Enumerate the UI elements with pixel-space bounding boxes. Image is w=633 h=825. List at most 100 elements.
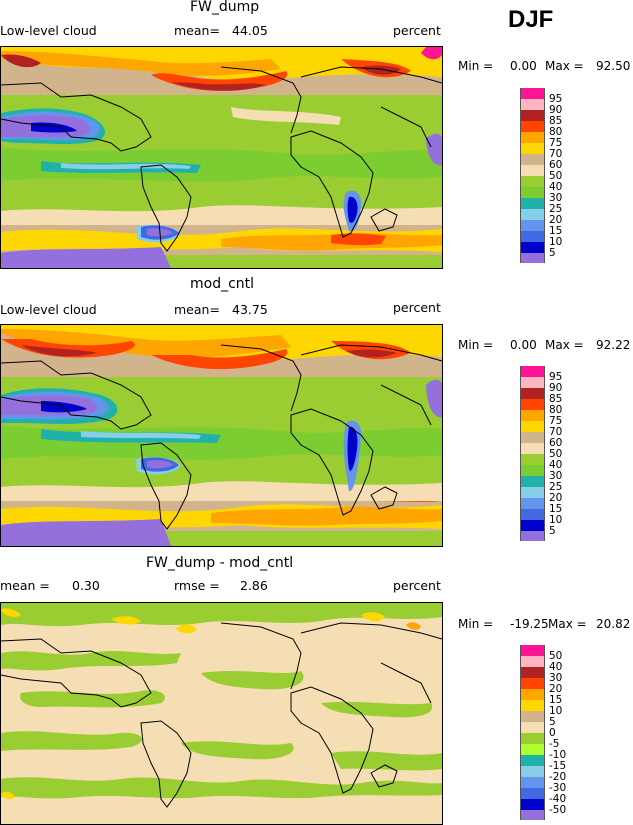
panel-1-swatch-0 xyxy=(520,253,545,263)
panel-2-legend-label: 80 xyxy=(549,404,563,416)
panel-1-swatch-90 xyxy=(520,99,545,110)
panel-2-max-label: Max = xyxy=(545,338,584,352)
panel-1-title: FW_dump xyxy=(190,0,260,15)
panel-1-legend-label: 70 xyxy=(549,148,563,160)
panel-2-swatch-75 xyxy=(520,410,545,421)
panel-2-swatch-60 xyxy=(520,432,545,443)
panel-2-swatch-90 xyxy=(520,377,545,388)
panel-3-swatch xyxy=(520,711,545,722)
panel-3-swatch xyxy=(520,799,545,810)
panel-2-swatch-70 xyxy=(520,421,545,432)
panel-3-legend-label: -50 xyxy=(549,804,567,816)
panel-2-legend-label: 95 xyxy=(549,371,563,383)
panel-1-legend-label: 50 xyxy=(549,170,563,182)
panel-2-legend-label: 85 xyxy=(549,393,563,405)
panel-1-legend-label: 10 xyxy=(549,236,563,248)
panel-1-max-label: Max = xyxy=(545,59,584,73)
panel-3-units: percent xyxy=(393,578,441,593)
panel-3-title: FW_dump - mod_cntl xyxy=(146,555,294,571)
panel-2-swatch-25 xyxy=(520,476,545,487)
panel-1-swatch-20 xyxy=(520,209,545,220)
panel-3-legend-label: 15 xyxy=(549,694,563,706)
panel-3-swatch xyxy=(520,777,545,788)
panel-3-legend-label: 40 xyxy=(549,661,563,673)
panel-1-swatch-60 xyxy=(520,154,545,165)
panel-1-legend-label: 95 xyxy=(549,93,563,105)
panel-1-swatch-5 xyxy=(520,242,545,253)
panel-2-swatch-95 xyxy=(520,366,545,377)
panel-2-swatch-40 xyxy=(520,454,545,465)
panel-1-swatch-15 xyxy=(520,220,545,231)
panel-2-legend-label: 5 xyxy=(549,525,556,537)
panel-1-mean-value: 44.05 xyxy=(232,23,268,38)
panel-3-mean-value: 0.30 xyxy=(72,578,100,593)
panel-3-map xyxy=(0,602,443,825)
panel-3-mean-label: mean = xyxy=(0,578,50,593)
panel-1-legend-label: 85 xyxy=(549,115,563,127)
panel-3-rmse-label: rmse = xyxy=(174,578,220,593)
panel-2-swatch-10 xyxy=(520,509,545,520)
panel-2-legend-label: 70 xyxy=(549,426,563,438)
panel-2-legend-label: 75 xyxy=(549,415,563,427)
panel-1-legend-label: 20 xyxy=(549,214,563,226)
panel-3-legend-label: 20 xyxy=(549,683,563,695)
panel-3-max-value: 20.82 xyxy=(596,617,631,631)
panel-2-swatch-0 xyxy=(520,531,545,541)
panel-1-swatch-75 xyxy=(520,132,545,143)
panel-1-field-label: Low-level cloud xyxy=(0,23,97,38)
panel-3-swatch xyxy=(520,678,545,689)
panel-3-swatch xyxy=(520,810,545,820)
panel-2-legend-label: 10 xyxy=(549,514,563,526)
panel-3-legend-label: 0 xyxy=(549,727,556,739)
panel-3-swatch xyxy=(520,755,545,766)
panel-1-min-value: 0.00 xyxy=(510,59,537,73)
panel-1-legend-label: 90 xyxy=(549,104,563,116)
panel-3-legend-label: 10 xyxy=(549,705,563,717)
panel-2-units: percent xyxy=(393,300,441,315)
panel-2-mean-value: 43.75 xyxy=(232,302,268,317)
panel-1-legend-label: 40 xyxy=(549,181,563,193)
panel-3-swatch xyxy=(520,645,545,656)
panel-1-max-value: 92.50 xyxy=(596,59,631,73)
panel-2-swatch-15 xyxy=(520,498,545,509)
panel-1-swatch-80 xyxy=(520,121,545,132)
panel-3-legend-label: -30 xyxy=(549,782,567,794)
panel-2-swatch-20 xyxy=(520,487,545,498)
panel-3-legend-label: -10 xyxy=(549,749,567,761)
panel-1-map-svg xyxy=(1,47,442,268)
panel-2-map-svg xyxy=(1,325,442,546)
panel-1-swatch-10 xyxy=(520,231,545,242)
panel-3-swatch xyxy=(520,656,545,667)
panel-3-swatch xyxy=(520,733,545,744)
panel-3-swatch xyxy=(520,722,545,733)
panel-1-min-label: Min = xyxy=(458,59,494,73)
season-label: DJF xyxy=(508,6,554,33)
panel-2-swatch-50 xyxy=(520,443,545,454)
panel-3-swatch xyxy=(520,744,545,755)
panel-1-swatch-85 xyxy=(520,110,545,121)
panel-3-min-label: Min = xyxy=(458,617,494,631)
panel-2-legend-label: 15 xyxy=(549,503,563,515)
panel-2-min-label: Min = xyxy=(458,338,494,352)
panel-2-map xyxy=(0,324,443,547)
panel-1-legend-label: 60 xyxy=(549,159,563,171)
panel-1-legend-label: 75 xyxy=(549,137,563,149)
panel-1-map xyxy=(0,46,443,269)
panel-2-legend-label: 20 xyxy=(549,492,563,504)
panel-1-swatch-40 xyxy=(520,176,545,187)
panel-3-swatch xyxy=(520,766,545,777)
panel-2-swatch-5 xyxy=(520,520,545,531)
panel-1-legend-label: 15 xyxy=(549,225,563,237)
panel-3-swatch xyxy=(520,667,545,678)
panel-3-min-value: -19.25 xyxy=(510,617,549,631)
panel-2-max-value: 92.22 xyxy=(596,338,631,352)
panel-2-legend-label: 25 xyxy=(549,481,563,493)
panel-3-swatch xyxy=(520,700,545,711)
panel-1-legend-label: 30 xyxy=(549,192,563,204)
panel-3-max-label: Max = xyxy=(548,617,587,631)
panel-3-legend-label: -5 xyxy=(549,738,560,750)
panel-1-swatch-95 xyxy=(520,88,545,99)
panel-3-legend-label: 30 xyxy=(549,672,563,684)
panel-3-legend-label: 5 xyxy=(549,716,556,728)
panel-1-swatch-50 xyxy=(520,165,545,176)
